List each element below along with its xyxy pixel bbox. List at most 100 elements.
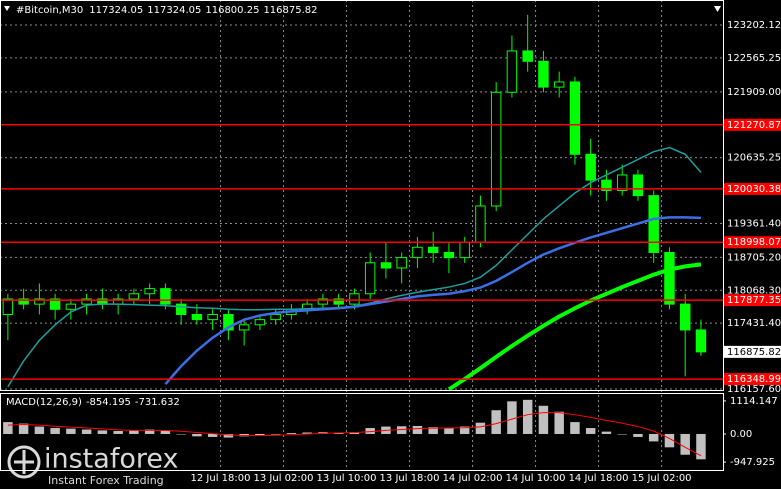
macd-bar [585, 428, 596, 434]
candle-body [191, 313, 203, 321]
candle-body [648, 195, 659, 253]
candle-body [207, 313, 218, 321]
macd-bar [144, 429, 155, 434]
y-tick-label: 119361.40 [727, 218, 781, 229]
candle-body [317, 298, 329, 305]
quote-low: 116800.25 [205, 5, 259, 16]
macd-bar [633, 433, 643, 437]
level-label: 118998.07 [727, 237, 781, 248]
y-tick-label: -947.925 [730, 457, 775, 468]
candle-body [34, 298, 45, 305]
macd-bar [459, 426, 470, 434]
macd-bar [50, 428, 60, 434]
macd-bar [522, 399, 533, 434]
candle-body [679, 303, 691, 331]
level-tag [724, 294, 781, 307]
macd-bar [412, 425, 423, 434]
x-tick-label: 14 Jul 02:00 [443, 473, 503, 484]
macd-bar [302, 432, 312, 434]
macd-bar [34, 426, 45, 434]
macd-bar [507, 401, 517, 434]
macd-frame [0, 393, 724, 471]
x-tick-label: 12 Jul 18:00 [191, 473, 251, 484]
tagline: Instant Forex Trading [48, 474, 164, 487]
candle-body [616, 174, 628, 191]
macd-bar [491, 410, 501, 434]
candle-body [81, 298, 92, 305]
level-label: 120030.38 [727, 184, 781, 195]
y-tick-label: 0.00 [730, 429, 752, 440]
candle-body [349, 293, 360, 305]
macd-bar [664, 433, 675, 448]
macd-bar [81, 429, 92, 434]
candle-body [49, 298, 61, 310]
candle-body [396, 257, 407, 269]
macd-bar [176, 433, 186, 435]
level-tag [724, 236, 781, 249]
quote-close: 116875.82 [263, 5, 317, 16]
candle-body [475, 205, 486, 243]
candle-body [223, 313, 234, 331]
macd-header: MACD(12,26,9) -854.195 -731.632 [6, 397, 180, 408]
logo-cross [14, 450, 34, 474]
macd-bar [66, 428, 76, 434]
macd-bar [129, 430, 139, 434]
signal-value: -731.632 [135, 397, 180, 408]
x-tick-label: 14 Jul 10:00 [506, 473, 566, 484]
macd-value: -854.195 [86, 397, 131, 408]
candle-body [632, 174, 644, 197]
candle-body [18, 298, 29, 305]
macd-bar [601, 431, 612, 434]
macd-bar [475, 422, 486, 434]
macd-bar [680, 433, 690, 455]
y-tick-label: 1114.147 [730, 396, 778, 407]
signal-line [7, 412, 702, 457]
candle-body [364, 262, 376, 295]
macd-bar [444, 428, 454, 434]
moving-average [447, 262, 702, 392]
candle-body [506, 50, 518, 93]
macd-bar [97, 430, 108, 434]
candle-body [238, 324, 250, 331]
macd-title: MACD(12,26,9) [6, 397, 82, 408]
scroll-icon[interactable] [714, 6, 721, 12]
macd-bar [3, 422, 13, 434]
candle-body [522, 50, 533, 62]
candle-body [569, 81, 581, 155]
main-frame [0, 0, 724, 391]
candle-body [443, 251, 455, 259]
macd-bar [617, 433, 627, 435]
macd-bar [192, 433, 202, 437]
y-tick-label: 121909.00 [727, 87, 781, 98]
candle-body [459, 241, 470, 259]
macd-bar [113, 431, 123, 434]
level-label: 116348.99 [727, 374, 781, 385]
candle-body [664, 251, 675, 305]
macd-bar [570, 422, 580, 434]
header-icon [4, 6, 10, 11]
candle-body [585, 153, 596, 181]
brand: instaforex [44, 444, 178, 475]
logo-ring [7, 445, 41, 479]
y-tick-label: 118068.30 [727, 285, 781, 296]
candle-body [412, 246, 423, 259]
macd-bar [696, 433, 706, 460]
macd-bar [554, 411, 564, 434]
y-tick-label: 117431.40 [727, 318, 781, 329]
level-tag [724, 182, 781, 195]
candle-body [333, 298, 344, 305]
candle-body [128, 293, 140, 300]
y-tick-label: 123202.12 [727, 20, 781, 31]
symbol: #Bitcoin,M30 [16, 5, 83, 16]
macd-bar [428, 427, 438, 434]
macd-bar [396, 426, 407, 434]
macd-bar [207, 433, 218, 437]
y-tick-label: 120635.25 [727, 153, 781, 164]
candle-body [2, 298, 14, 315]
macd-bar [538, 405, 549, 434]
x-tick-label: 13 Jul 02:00 [254, 473, 314, 484]
candle-body [695, 329, 707, 353]
y-tick-label: 116157.60 [727, 384, 781, 395]
